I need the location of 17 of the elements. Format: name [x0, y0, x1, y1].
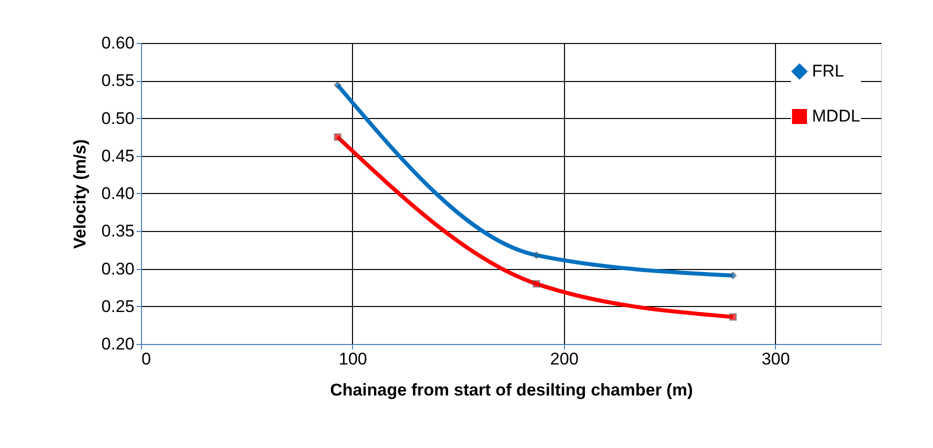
y-tick-label: 0.20	[101, 334, 134, 354]
y-tick-label: 0.35	[101, 222, 134, 241]
y-tick-label: 0.50	[101, 108, 134, 128]
y-tick-label: 0.55	[101, 71, 134, 90]
y-tick-label: 0.30	[101, 259, 134, 278]
x-axis-title: Chainage from start of desilting chamber (m)	[330, 380, 693, 400]
x-tick-label: 100	[338, 350, 368, 368]
legend-label: FRL	[812, 62, 844, 80]
y-tick-label: 0.25	[101, 296, 134, 316]
x-tick-label: 0	[142, 350, 151, 368]
y-tick-label: 0.45	[101, 146, 134, 166]
legend-label: MDDL	[812, 106, 860, 126]
y-axis-title: Velocity (m/s)	[70, 139, 90, 249]
x-tick-label: 300	[762, 350, 790, 368]
x-tick-label: 200	[550, 350, 579, 368]
y-tick-label: 0.40	[101, 184, 134, 203]
y-tick-label: 0.60	[101, 34, 134, 52]
